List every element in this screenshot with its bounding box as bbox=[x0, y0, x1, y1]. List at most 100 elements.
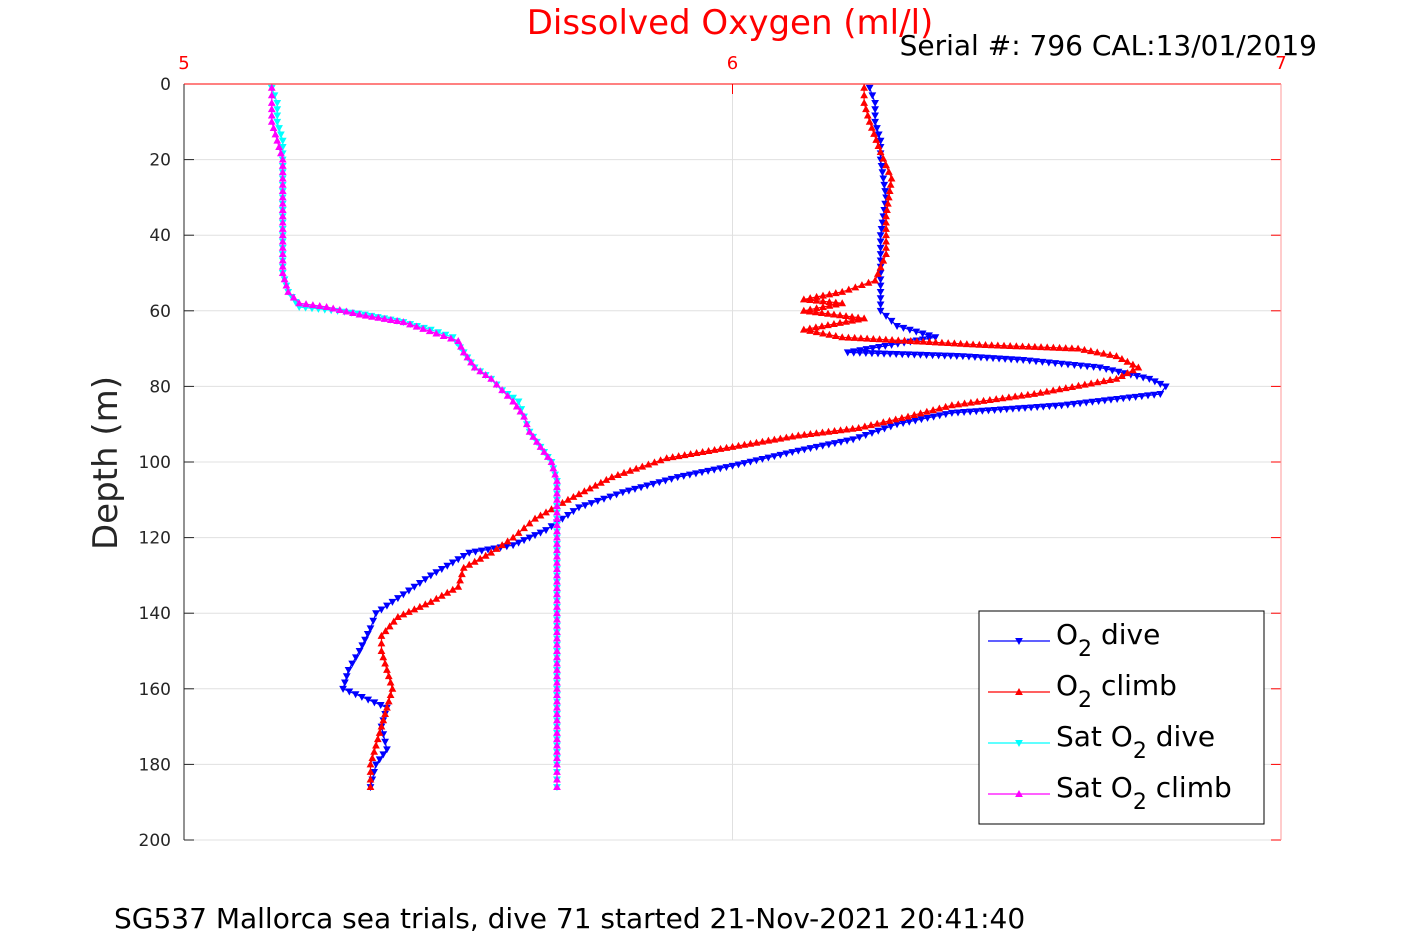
data-point-sample bbox=[871, 106, 879, 114]
data-point-sample bbox=[553, 703, 561, 711]
data-point-sample bbox=[877, 162, 886, 170]
data-point-sample bbox=[918, 330, 927, 338]
data-point-sample bbox=[876, 301, 885, 309]
data-point-sample bbox=[375, 728, 384, 736]
data-point-sample bbox=[1051, 360, 1060, 368]
data-point bbox=[383, 746, 391, 754]
axes-layer: 5 6 7 0 20 40 60 80 100 120 140 160 180 200 bbox=[139, 53, 1287, 851]
data-point bbox=[542, 527, 550, 535]
data-point-sample bbox=[862, 105, 870, 113]
x-tick-label: 5 bbox=[178, 53, 189, 74]
data-point-sample bbox=[1039, 403, 1048, 411]
data-point-sample bbox=[410, 583, 419, 591]
legend-label-subscript: 2 bbox=[1078, 688, 1092, 713]
data-point-sample bbox=[302, 300, 310, 308]
data-point-sample bbox=[874, 141, 883, 149]
data-point-sample bbox=[869, 334, 878, 342]
x-tick-label: 6 bbox=[727, 53, 738, 74]
data-point-sample bbox=[393, 317, 402, 325]
data-point-sample bbox=[837, 438, 845, 446]
data-point-sample bbox=[848, 312, 856, 320]
data-point bbox=[618, 489, 627, 497]
data-point-sample bbox=[882, 224, 890, 232]
data-point bbox=[547, 457, 556, 465]
data-point-sample bbox=[954, 409, 962, 417]
data-point bbox=[339, 685, 347, 693]
data-point-sample bbox=[940, 352, 949, 360]
data-point-sample bbox=[1076, 400, 1084, 408]
data-point-sample bbox=[1080, 380, 1089, 388]
data-point-sample bbox=[884, 193, 893, 201]
data-point-sample bbox=[858, 281, 866, 289]
data-point-sample bbox=[667, 475, 676, 483]
data-point-sample bbox=[879, 256, 888, 264]
data-point-sample bbox=[553, 722, 561, 730]
data-point-sample bbox=[1137, 393, 1146, 401]
chart-caption: SG537 Mallorca sea trials, dive 71 start… bbox=[114, 902, 1025, 935]
data-point-sample bbox=[512, 402, 521, 410]
data-point bbox=[487, 374, 496, 382]
data-point-sample bbox=[882, 237, 890, 245]
data-point-sample bbox=[892, 351, 901, 358]
data-point-sample bbox=[1150, 391, 1159, 399]
data-point-sample bbox=[910, 410, 919, 418]
y-tick-label: 200 bbox=[139, 831, 171, 851]
data-point-sample bbox=[966, 408, 975, 416]
data-point-sample bbox=[553, 508, 561, 516]
data-point-sample bbox=[860, 91, 869, 99]
legend-label-rest: climb bbox=[1092, 669, 1177, 702]
data-point-sample bbox=[851, 283, 860, 291]
data-point-sample bbox=[366, 775, 375, 783]
data-point-sample bbox=[273, 112, 282, 120]
data-point-sample bbox=[458, 570, 466, 578]
data-point bbox=[794, 431, 803, 439]
data-point-sample bbox=[861, 350, 870, 358]
data-point-sample bbox=[1006, 341, 1015, 349]
data-point-sample bbox=[692, 470, 700, 478]
series-o2-climb bbox=[366, 83, 1143, 791]
data-point-sample bbox=[880, 181, 889, 189]
data-point-sample bbox=[998, 394, 1007, 402]
data-point-sample bbox=[549, 464, 558, 472]
data-point-sample bbox=[1131, 393, 1140, 401]
data-point-sample bbox=[686, 450, 695, 458]
data-point-sample bbox=[278, 187, 287, 195]
data-point-sample bbox=[481, 551, 490, 559]
data-point-sample bbox=[516, 407, 525, 415]
data-point bbox=[838, 333, 847, 341]
data-point-sample bbox=[996, 406, 1005, 414]
data-point-sample bbox=[553, 539, 561, 547]
serial-label: Serial #: 796 CAL:13/01/2019 bbox=[900, 29, 1317, 62]
data-point bbox=[377, 722, 386, 730]
data-point bbox=[295, 299, 304, 307]
data-point-sample bbox=[885, 416, 894, 424]
data-point-sample bbox=[960, 409, 968, 417]
y-tick-label: 20 bbox=[149, 151, 171, 171]
data-point bbox=[553, 609, 561, 617]
data-point-sample bbox=[935, 404, 944, 412]
data-point-sample bbox=[1044, 359, 1053, 367]
data-point-sample bbox=[873, 125, 881, 133]
data-point-sample bbox=[876, 288, 885, 296]
data-point bbox=[366, 760, 375, 768]
data-point-sample bbox=[788, 432, 797, 440]
data-point-sample bbox=[818, 442, 827, 450]
data-point-sample bbox=[979, 396, 988, 404]
data-point bbox=[278, 193, 287, 201]
data-point bbox=[388, 684, 397, 692]
data-point bbox=[278, 231, 287, 239]
data-point-sample bbox=[969, 340, 977, 348]
data-point-sample bbox=[596, 478, 605, 486]
data-point-sample bbox=[825, 301, 834, 309]
y-tick-label: 0 bbox=[160, 75, 171, 95]
data-point-sample bbox=[1114, 368, 1123, 376]
data-point bbox=[860, 83, 869, 91]
data-point bbox=[1057, 402, 1066, 410]
data-point-sample bbox=[692, 449, 701, 457]
data-point bbox=[1019, 356, 1028, 364]
data-point-sample bbox=[278, 237, 287, 245]
data-point-sample bbox=[421, 600, 430, 608]
y-tick-label: 160 bbox=[139, 680, 171, 700]
data-point-sample bbox=[993, 341, 1002, 349]
legend-label-sat-o2-dive: Sat O2 dive bbox=[1056, 720, 1215, 764]
